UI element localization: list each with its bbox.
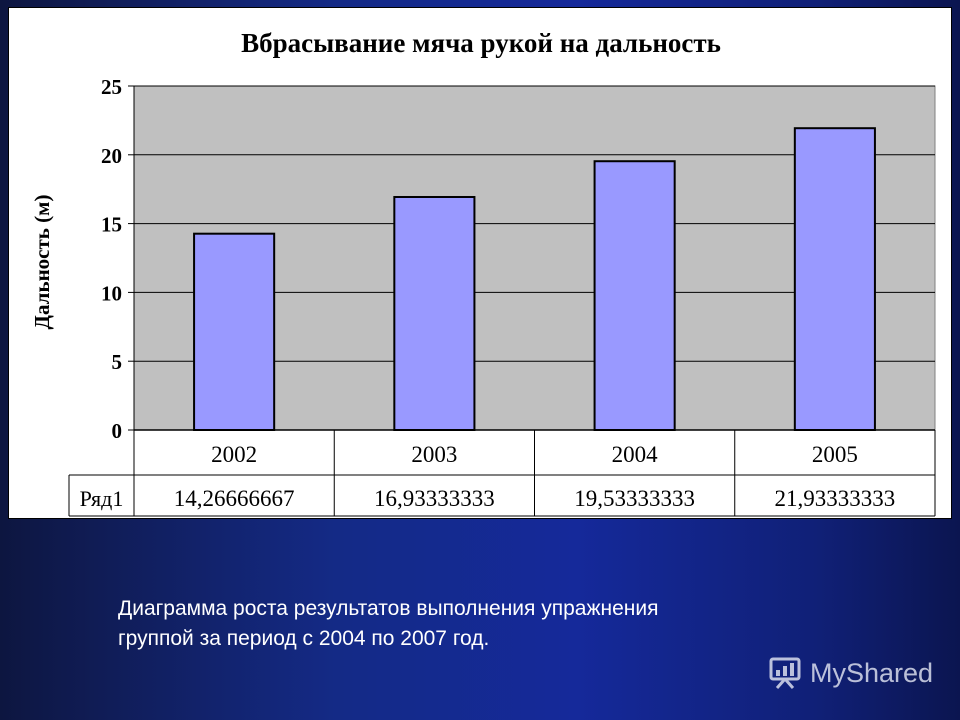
data-label: 16,93333333 bbox=[374, 486, 495, 511]
x-tick-label: 2004 bbox=[612, 442, 659, 467]
plot-area: 0 5 10 15 20 25 2002 2003 2004 2005 Ряд1 14,2666666… bbox=[68, 75, 936, 517]
slide-caption: Диаграмма роста результатов выполнения у… bbox=[118, 594, 878, 654]
watermark: MyShared bbox=[766, 655, 933, 691]
x-tick-label: 2003 bbox=[411, 442, 457, 467]
chart-frame: Вбрасывание мяча рукой на дальность Даль… bbox=[8, 7, 952, 519]
y-tick-label: 0 bbox=[112, 419, 123, 443]
bar bbox=[393, 195, 476, 431]
y-tick-label: 10 bbox=[101, 281, 122, 305]
bar bbox=[193, 232, 276, 431]
y-tick-label: 15 bbox=[101, 213, 122, 237]
data-label: 19,53333333 bbox=[574, 486, 695, 511]
presentation-board-icon bbox=[769, 657, 801, 689]
bar bbox=[793, 127, 876, 432]
data-label: 21,93333333 bbox=[775, 486, 896, 511]
y-tick-label: 25 bbox=[101, 75, 122, 99]
caption-line-2: группой за период с 2004 по 2007 год. bbox=[118, 627, 490, 650]
y-tick-label: 20 bbox=[101, 144, 122, 168]
y-axis-label: Дальность (м) bbox=[30, 195, 54, 330]
bar-chart: Вбрасывание мяча рукой на дальность Даль… bbox=[30, 28, 936, 517]
data-label: 14,26666667 bbox=[174, 486, 295, 511]
legend-series-name: Ряд1 bbox=[80, 486, 124, 511]
bar bbox=[593, 160, 676, 431]
x-tick-label: 2005 bbox=[812, 442, 858, 467]
watermark-text: MyShared bbox=[810, 657, 934, 688]
chart-title: Вбрасывание мяча рукой на дальность bbox=[241, 28, 721, 58]
caption-line-1: Диаграмма роста результатов выполнения у… bbox=[118, 597, 659, 620]
y-tick-label: 5 bbox=[112, 350, 123, 374]
x-tick-label: 2002 bbox=[211, 442, 257, 467]
